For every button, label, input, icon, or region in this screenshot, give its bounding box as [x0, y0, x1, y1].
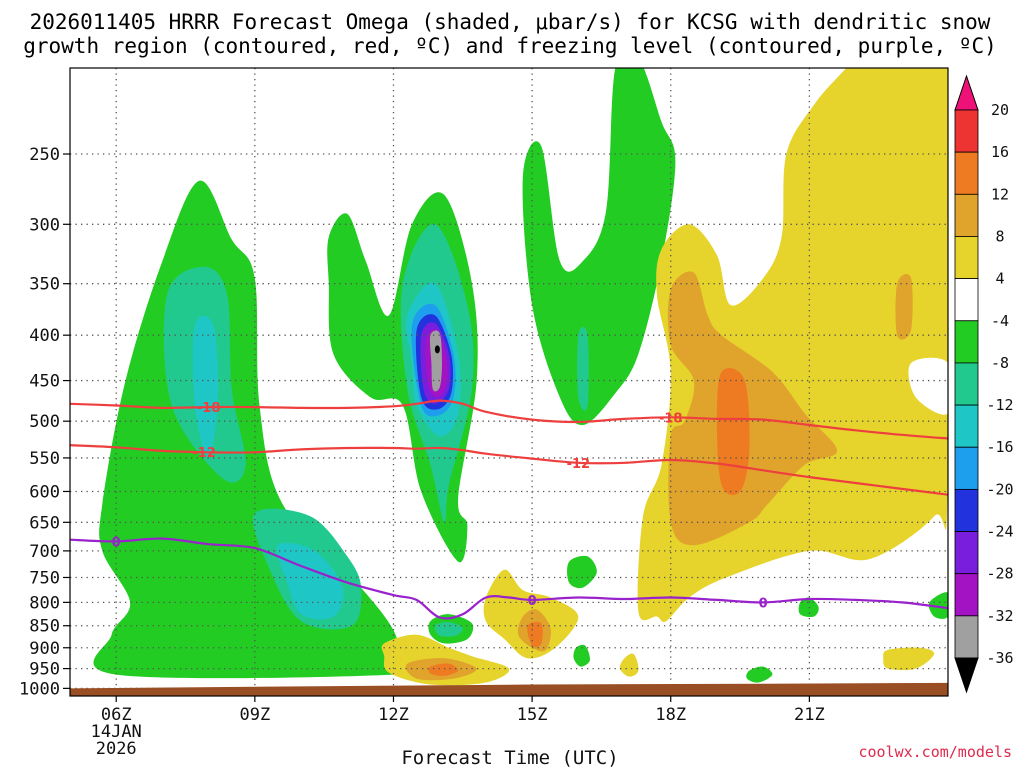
dendritic-minus12-contour-label-1: -12 — [567, 457, 591, 472]
omega-region-neg8-32 — [573, 644, 591, 667]
colorbar-label-0: 20 — [991, 101, 1009, 119]
xtick-label-09Z: 09Z — [239, 705, 270, 725]
ytick-label-650: 650 — [29, 513, 60, 533]
omega-region-neg36-12 — [429, 330, 442, 392]
xtick-label-06Z: 06Z — [101, 705, 132, 725]
x-axis-time: 06Z 09Z 12Z 15Z 18Z 21Z — [101, 696, 825, 725]
omega-region-neg8-28 — [115, 608, 214, 666]
colorbar-label-8: -16 — [986, 438, 1013, 456]
ytick-label-900: 900 — [29, 639, 60, 659]
omega-region-8-19 — [895, 274, 913, 340]
x-axis-year: 2026 — [96, 739, 137, 759]
freezing-level-contour-label-2: 0 — [759, 596, 768, 611]
omega-region-12-17 — [716, 368, 750, 496]
colorbar-label-5: -4 — [991, 312, 1009, 330]
colorbar-top-arrow — [954, 74, 979, 111]
dendritic-minus18-contour-label-0: -18 — [197, 401, 221, 416]
dendritic-minus18-contour — [70, 399, 948, 440]
colorbar-swatch-11 — [954, 573, 979, 617]
credit-text: coolwx.com/models — [858, 743, 1012, 761]
colorbar-swatch-1 — [954, 151, 979, 195]
colorbar-swatch-7 — [954, 404, 979, 448]
omega-region-neg8-35 — [928, 592, 948, 619]
ground-fill — [70, 682, 948, 696]
y-axis-pressure: 2503003504004505005506006507007508008509… — [19, 145, 70, 699]
terrain-surface — [70, 682, 948, 696]
contour-lines: -18 -18 -12 -12 0 0 0 — [70, 399, 948, 620]
omega-region-4-26 — [883, 647, 935, 671]
ytick-label-750: 750 — [29, 568, 60, 588]
dendritic-minus12-contour-label-0: -12 — [192, 446, 216, 461]
x-axis-date: 14JAN — [91, 722, 142, 742]
colorbar-label-13: -36 — [986, 649, 1013, 667]
ytick-label-1000: 1000 — [19, 679, 60, 699]
xtick-label-18Z: 18Z — [655, 705, 686, 725]
dendritic-minus18-contour-label-1: -18 — [659, 411, 683, 426]
ytick-label-600: 600 — [29, 482, 60, 502]
colorbar-swatch-8 — [954, 446, 979, 490]
omega-region-12-25 — [428, 663, 459, 676]
chart-title-line1: 2026011405 HRRR Forecast Omega (shaded, … — [30, 10, 991, 34]
colorbar-swatch-5 — [954, 320, 979, 364]
omega-region-neg8-33 — [746, 666, 773, 683]
dendritic-minus12-contour — [70, 444, 948, 496]
omega-region-neg8-13 — [522, 68, 676, 426]
colorbar-label-11: -28 — [986, 565, 1013, 583]
colorbar-swatch-4 — [954, 278, 979, 322]
colorbar-swatch-3 — [954, 236, 979, 280]
colorbar-label-12: -32 — [986, 607, 1013, 625]
colorbar-label-3: 8 — [995, 227, 1004, 245]
ytick-label-250: 250 — [29, 145, 60, 165]
omega-region-neg12-14 — [577, 326, 589, 411]
ytick-label-500: 500 — [29, 412, 60, 432]
omega-region-neg16-2 — [192, 315, 219, 458]
colorbar-swatch-12 — [954, 615, 979, 659]
colorbar-swatch-0 — [954, 109, 979, 153]
freezing-level-contour-label-1: 0 — [528, 594, 537, 609]
ytick-label-300: 300 — [29, 215, 60, 235]
colorbar-label-6: -8 — [991, 354, 1009, 372]
chart-title-line2: growth region (contoured, red, ºC) and f… — [23, 34, 997, 58]
ytick-label-450: 450 — [29, 372, 60, 392]
colorbar-bottom-arrow — [954, 657, 979, 694]
ytick-label-400: 400 — [29, 326, 60, 346]
ytick-label-700: 700 — [29, 542, 60, 562]
colorbar-label-10: -24 — [986, 523, 1013, 541]
xtick-label-15Z: 15Z — [517, 705, 548, 725]
colorbar-swatch-10 — [954, 531, 979, 575]
freezing-level-contour — [70, 537, 948, 620]
grid-lines — [70, 68, 948, 696]
colorbar-swatch-2 — [954, 193, 979, 237]
colorbar-label-7: -12 — [986, 396, 1013, 414]
colorbar-label-4: 4 — [995, 270, 1004, 288]
omega-core-dot — [434, 345, 440, 354]
omega-region-12-22 — [527, 621, 543, 648]
ytick-label-850: 850 — [29, 617, 60, 637]
colorbar-label-2: 12 — [991, 185, 1009, 203]
colorbar-legend: 20 16 12 8 4 -4 -8 -12 -16 -20 -24 -28 -32 -36 — [954, 74, 1014, 694]
omega-region-neg4-18 — [908, 357, 948, 415]
ytick-label-550: 550 — [29, 449, 60, 469]
omega-region-8-16 — [667, 271, 838, 546]
colorbar-label-1: 16 — [991, 143, 1009, 161]
plot-frame — [69, 67, 949, 697]
omega-region-4-27 — [619, 653, 639, 677]
xtick-label-21Z: 21Z — [794, 705, 825, 725]
freezing-level-contour-label-0: 0 — [112, 535, 121, 550]
xtick-label-12Z: 12Z — [378, 705, 409, 725]
colorbar-swatch-9 — [954, 488, 979, 532]
omega-shading — [93, 68, 948, 686]
ytick-label-800: 800 — [29, 593, 60, 613]
omega-region-neg8-31 — [567, 555, 597, 589]
x-axis-label: Forecast Time (UTC) — [401, 747, 618, 768]
ytick-label-350: 350 — [29, 275, 60, 295]
colorbar-swatch-6 — [954, 362, 979, 406]
colorbar-label-9: -20 — [986, 480, 1013, 498]
ytick-label-950: 950 — [29, 660, 60, 680]
